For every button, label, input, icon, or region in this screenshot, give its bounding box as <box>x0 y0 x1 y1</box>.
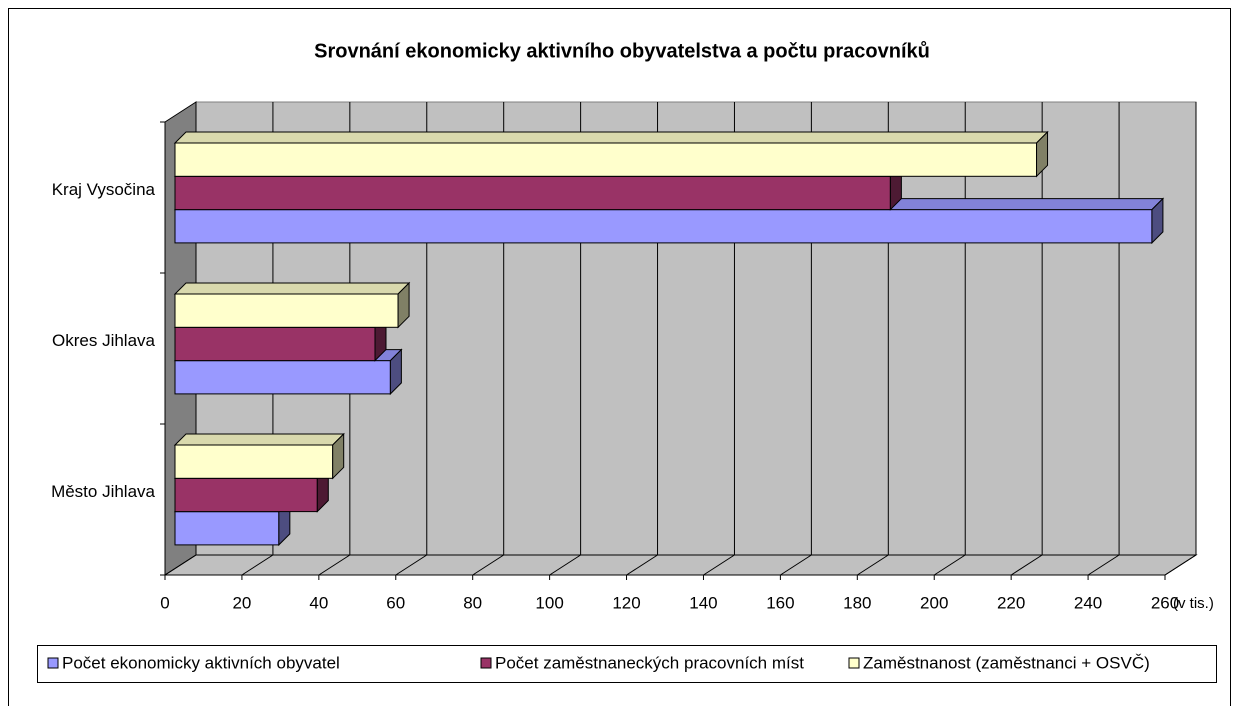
x-axis-label: (v tis.) <box>1173 595 1214 612</box>
x-tick-label: 200 <box>920 593 948 612</box>
floor-grid-line <box>703 554 735 576</box>
bar-side <box>389 348 402 396</box>
floor-grid-line <box>1010 554 1043 576</box>
bar <box>174 142 1038 177</box>
floor-grid-line <box>1164 554 1197 576</box>
floor-grid-line <box>626 554 658 576</box>
bar-top <box>173 433 345 446</box>
legend-label: Počet zaměstnaneckých pracovních míst <box>495 653 804 672</box>
y-tick-label: Kraj Vysočina <box>52 180 156 199</box>
x-tick-label: 40 <box>309 593 328 612</box>
legend-swatch <box>480 657 492 669</box>
legend-box <box>37 645 1217 683</box>
floor-grid-line <box>164 554 197 576</box>
x-tick-label: 140 <box>689 593 717 612</box>
legend-swatch <box>47 657 59 669</box>
chart-title: Srovnání ekonomicky aktivního obyvatelst… <box>314 40 930 62</box>
legend-label: Počet ekonomicky aktivních obyvatel <box>62 653 340 672</box>
floor-grid-line <box>1087 554 1120 576</box>
x-tick-label: 0 <box>160 593 169 612</box>
x-tick-label: 220 <box>997 593 1025 612</box>
floor-grid-line <box>549 554 581 576</box>
floor-grid-line <box>241 554 274 576</box>
bar <box>174 444 334 479</box>
bar-side <box>1151 197 1164 245</box>
bar-top <box>173 282 411 295</box>
y-tick-label: Okres Jihlava <box>52 331 156 350</box>
bar <box>174 293 399 328</box>
bar <box>174 360 391 395</box>
legend-swatch <box>848 657 860 669</box>
legend-label: Zaměstnanost (zaměstnanci + OSVČ) <box>863 653 1150 672</box>
bar <box>174 326 376 362</box>
x-tick-label: 180 <box>843 593 871 612</box>
bar-top <box>173 131 1049 144</box>
floor <box>163 554 1198 576</box>
bar <box>174 477 318 513</box>
bar-side <box>332 432 345 480</box>
x-tick-label: 240 <box>1074 593 1102 612</box>
x-tick-label: 120 <box>612 593 640 612</box>
floor-grid-line <box>318 554 351 576</box>
floor-grid-line <box>857 554 889 576</box>
bar <box>174 175 891 211</box>
x-tick-label: 80 <box>463 593 482 612</box>
bar <box>174 209 1153 244</box>
y-tick-label: Město Jihlava <box>51 482 155 501</box>
floor-grid-line <box>780 554 812 576</box>
floor-grid-line <box>472 554 504 576</box>
floor-grid-line <box>933 554 966 576</box>
x-tick-label: 60 <box>386 593 405 612</box>
bar-side <box>1036 130 1049 178</box>
floor-grid-line <box>395 554 428 576</box>
x-tick-label: 260 <box>1151 593 1179 612</box>
x-tick-label: 100 <box>535 593 563 612</box>
bar-side <box>397 281 410 329</box>
x-tick-label: 20 <box>232 593 251 612</box>
bar <box>174 511 280 546</box>
x-tick-label: 160 <box>766 593 794 612</box>
